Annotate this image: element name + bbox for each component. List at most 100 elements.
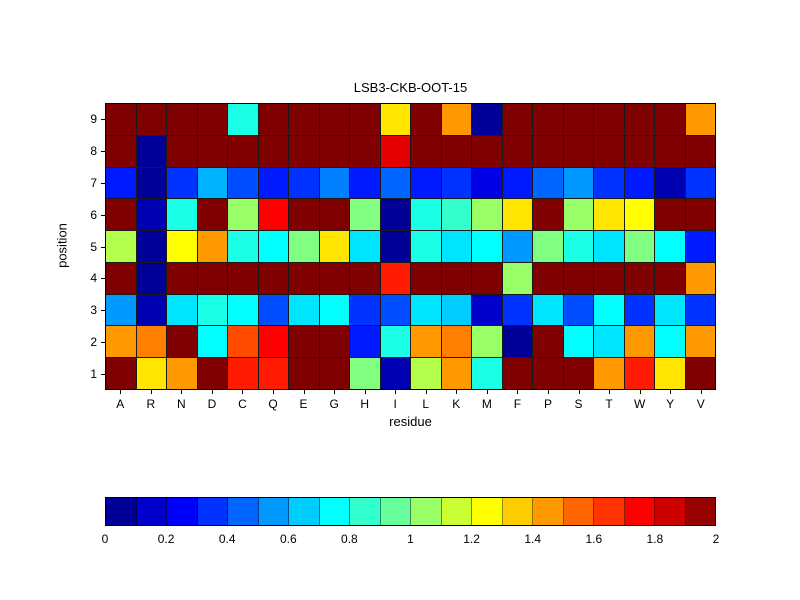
heatmap-cell: [563, 358, 593, 389]
y-tick-label: 1: [90, 367, 97, 382]
heatmap-cell: [380, 104, 410, 135]
heatmap-cell: [685, 262, 715, 294]
heatmap-cell: [624, 294, 654, 326]
colorbar-segment: [472, 498, 503, 525]
heatmap-cell: [380, 358, 410, 389]
heatmap-cell: [258, 262, 288, 294]
heatmap-cell: [685, 199, 715, 231]
heatmap-cell: [472, 104, 502, 135]
heatmap-cell: [258, 167, 288, 199]
heatmap-grid: [105, 103, 716, 390]
heatmap-cell: [289, 104, 319, 135]
heatmap-cell: [594, 358, 624, 389]
x-tick-mark: [609, 390, 611, 394]
colorbar-tick-label: 0.2: [157, 532, 175, 546]
x-tick-label: C: [238, 397, 247, 411]
heatmap-cell: [289, 326, 319, 358]
heatmap-cell: [685, 326, 715, 358]
heatmap-cell: [472, 358, 502, 389]
heatmap-cell: [136, 135, 166, 167]
chart-title: LSB3-CKB-OOT-15: [353, 80, 468, 95]
x-tick-label: F: [513, 397, 522, 411]
heatmap-cell: [350, 262, 380, 294]
heatmap-cell: [624, 262, 654, 294]
heatmap-cell: [380, 135, 410, 167]
heatmap-cell: [533, 231, 563, 262]
heatmap-cell: [533, 104, 563, 135]
heatmap-cell: [533, 326, 563, 358]
heatmap-cell: [167, 135, 197, 167]
heatmap-cell: [502, 135, 532, 167]
heatmap-cell: [197, 135, 227, 167]
colorbar-segment: [685, 498, 715, 525]
x-tick-label: V: [696, 397, 705, 411]
colorbar-segment: [319, 498, 350, 525]
colorbar-tick-label: 1: [407, 532, 414, 546]
x-tick-label: Q: [268, 397, 278, 411]
heatmap-cell: [197, 326, 227, 358]
x-tick-mark: [334, 390, 336, 394]
heatmap-cell: [533, 135, 563, 167]
heatmap-cell: [685, 135, 715, 167]
heatmap-cell: [655, 135, 685, 167]
heatmap-cell: [594, 326, 624, 358]
heatmap-cell: [533, 294, 563, 326]
heatmap-cell: [350, 358, 380, 389]
heatmap-cell: [106, 135, 136, 167]
heatmap-cell: [685, 294, 715, 326]
heatmap-cell: [655, 199, 685, 231]
colorbar-segment: [258, 498, 289, 525]
heatmap-cell: [319, 294, 349, 326]
heatmap-cell: [472, 135, 502, 167]
x-tick-label: S: [574, 397, 583, 411]
heatmap-cell: [441, 135, 471, 167]
heatmap-cell: [502, 358, 532, 389]
heatmap-cell: [228, 262, 258, 294]
heatmap-cell: [136, 231, 166, 262]
heatmap-cell: [594, 294, 624, 326]
heatmap-cell: [685, 231, 715, 262]
heatmap-cell: [167, 262, 197, 294]
x-tick-mark: [364, 390, 366, 394]
heatmap-cell: [350, 167, 380, 199]
heatmap-cell: [136, 262, 166, 294]
x-tick-mark: [517, 390, 519, 394]
heatmap-cell: [350, 326, 380, 358]
heatmap-cell: [289, 231, 319, 262]
heatmap-cell: [594, 231, 624, 262]
heatmap-cell: [655, 167, 685, 199]
heatmap-cell: [350, 294, 380, 326]
colorbar-segment: [289, 498, 320, 525]
heatmap-cell: [380, 262, 410, 294]
x-tick-mark: [181, 390, 183, 394]
heatmap-cell: [167, 104, 197, 135]
heatmap-cell: [441, 326, 471, 358]
heatmap-cell: [228, 358, 258, 389]
x-axis-label: residue: [389, 414, 432, 429]
heatmap-cell: [655, 326, 685, 358]
heatmap-cell: [685, 358, 715, 389]
heatmap-cell: [350, 135, 380, 167]
x-tick-label: Y: [666, 397, 675, 411]
heatmap-cell: [624, 199, 654, 231]
heatmap-cell: [411, 135, 441, 167]
heatmap-cell: [441, 167, 471, 199]
heatmap-cell: [594, 135, 624, 167]
colorbar: [105, 497, 716, 526]
y-tick-label: 3: [90, 303, 97, 318]
heatmap-cell: [319, 262, 349, 294]
heatmap-cell: [594, 262, 624, 294]
heatmap-cell: [258, 231, 288, 262]
heatmap-cell: [441, 262, 471, 294]
heatmap-cell: [258, 358, 288, 389]
heatmap-cell: [258, 104, 288, 135]
colorbar-tick-label: 0: [101, 532, 109, 546]
heatmap-cell: [441, 199, 471, 231]
heatmap-cell: [563, 104, 593, 135]
heatmap-cell: [655, 231, 685, 262]
heatmap-cell: [472, 262, 502, 294]
colorbar-segment: [502, 498, 533, 525]
heatmap-cell: [380, 231, 410, 262]
x-tick-label: I: [393, 397, 397, 411]
heatmap-cell: [197, 358, 227, 389]
